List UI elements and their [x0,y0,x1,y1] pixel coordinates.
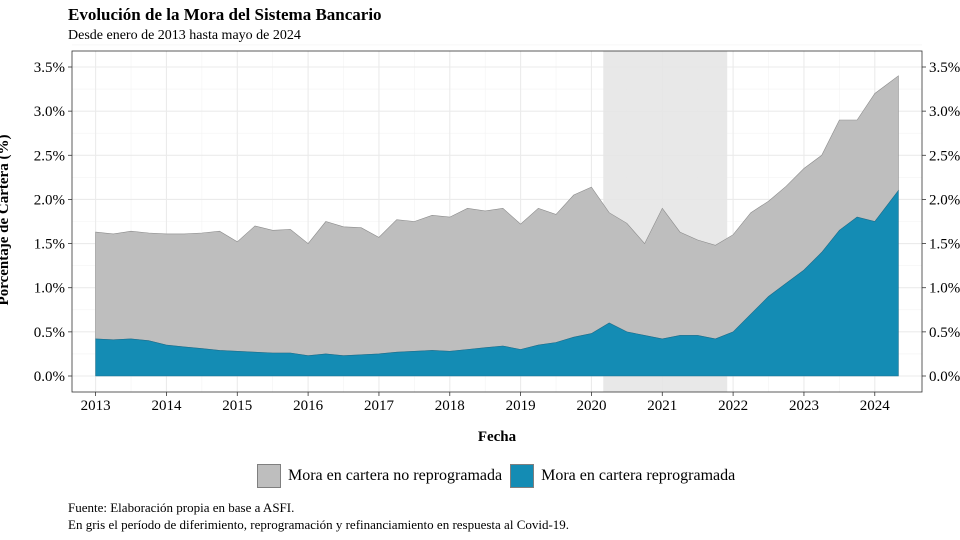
legend-label-no-reprogramada: Mora en cartera no reprogramada [288,467,503,484]
y-tick-label: 2.5% [34,148,65,164]
caption-note: En gris el período de diferimiento, repr… [68,517,570,532]
x-tick-label: 2014 [151,398,182,414]
x-tick-label: 2023 [789,398,819,414]
y-tick-label: 1.0% [34,281,65,297]
x-tick-label: 2013 [81,398,111,414]
legend: Mora en cartera no reprogramada Mora en … [257,464,743,488]
y-tick-label: 1.5% [34,237,65,253]
legend-key-reprogramada [510,464,535,488]
y-axis-label: Porcentaje de Cartera (%) [0,135,12,306]
y-tick-label-right: 0.0% [929,369,960,385]
x-tick-label: 2017 [364,398,395,414]
x-tick-label: 2016 [293,398,324,414]
y-tick-label: 3.5% [34,60,65,76]
x-tick-label: 2021 [647,398,677,414]
x-tick-label: 2018 [435,398,465,414]
x-tick-label: 2024 [860,398,891,414]
legend-item-reprogramada: Mora en cartera reprogramada [510,464,735,488]
chart-subtitle: Desde enero de 2013 hasta mayo de 2024 [68,28,301,43]
caption-source: Fuente: Elaboración propia en base a ASF… [68,500,295,515]
y-tick-label-right: 1.0% [929,281,960,297]
y-axis-left: 0.0% 0.5% 1.0% 1.5% 2.0% 2.5% 3.0% 3.5% [34,60,72,385]
x-axis-label: Fecha [478,429,517,445]
y-tick-label: 3.0% [34,104,65,120]
x-axis: 2013 2014 2015 2016 2017 2018 2019 2020 2021 2022… [81,392,891,414]
legend-label-reprogramada: Mora en cartera reprogramada [541,467,736,484]
x-tick-label: 2022 [718,398,748,414]
x-tick-label: 2015 [222,398,252,414]
y-tick-label-right: 3.5% [929,60,960,76]
y-tick-label-right: 2.0% [929,192,960,208]
y-tick-label: 0.0% [34,369,65,385]
x-tick-label: 2019 [506,398,536,414]
y-tick-label: 2.0% [34,192,65,208]
y-tick-label-right: 3.0% [929,104,960,120]
area-mora-reprogramada [95,189,899,377]
y-tick-label-right: 1.5% [929,237,960,253]
x-tick-label: 2020 [576,398,606,414]
chart-title: Evolución de la Mora del Sistema Bancari… [68,5,382,24]
y-axis-right: 0.0% 0.5% 1.0% 1.5% 2.0% 2.5% 3.0% 3.5% [922,60,960,385]
y-tick-label-right: 0.5% [929,325,960,341]
y-tick-label: 0.5% [34,325,65,341]
legend-key-no-reprogramada [257,464,281,488]
legend-item-no-reprogramada: Mora en cartera no reprogramada [257,464,502,488]
panel-border [71,50,923,393]
y-tick-label-right: 2.5% [929,148,960,164]
